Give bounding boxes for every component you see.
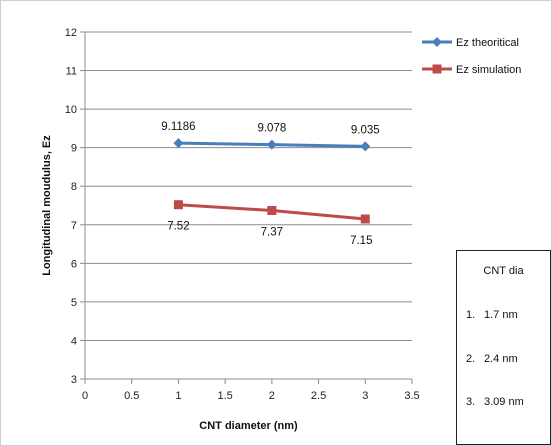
data-point-square <box>173 200 183 210</box>
y-tick-label: 9 <box>71 143 77 155</box>
legend: Ez theoritical Ez simulation <box>422 37 521 76</box>
legend-label: Ez simulation <box>456 64 521 76</box>
x-tick-label: 0 <box>82 390 88 402</box>
legend-marker-square <box>432 64 442 74</box>
note-item-text: 1.7 nm <box>484 309 518 321</box>
x-tick-label: 1 <box>175 390 181 402</box>
note-item-number: 2. <box>466 353 476 365</box>
legend-marker-diamond <box>432 37 442 47</box>
x-tick-label: 3.5 <box>404 390 419 402</box>
y-tick-label: 12 <box>65 27 77 39</box>
x-tick-label: 0.5 <box>124 390 139 402</box>
note-item-text: 3.09 nm <box>484 396 524 408</box>
data-labels: 9.1186 9.078 9.035 7.52 7.37 7.15 <box>161 121 379 247</box>
legend-label: Ez theoritical <box>456 37 519 49</box>
note-item-text: 2.4 nm <box>484 353 518 365</box>
y-axis-title: Longitudinal moudulus, Ez <box>41 135 53 276</box>
x-axis-title: CNT diameter (nm) <box>199 420 298 432</box>
data-label: 7.37 <box>261 227 283 239</box>
y-tick-label: 3 <box>71 374 77 386</box>
note-item: 1. 1.7 nm <box>466 309 518 321</box>
note-item: 3. 3.09 nm <box>466 396 524 408</box>
y-tick-label: 8 <box>71 181 77 193</box>
x-tick-labels: 0 0.5 1 1.5 2 2.5 3 3.5 <box>82 390 420 402</box>
y-tick-label: 4 <box>71 335 77 347</box>
data-point-diamond <box>360 141 371 152</box>
y-tick-label: 5 <box>71 297 77 309</box>
x-tick-label: 2 <box>269 390 275 402</box>
data-label: 7.15 <box>350 235 372 247</box>
x-tick-label: 1.5 <box>217 390 232 402</box>
y-tick-label: 11 <box>66 66 77 78</box>
note-title: CNT dia <box>483 265 524 277</box>
data-point-square <box>360 214 370 224</box>
data-label: 9.078 <box>257 123 286 135</box>
cnt-dia-note-box: CNT dia 1. 1.7 nm 2. 2.4 nm 3. 3.09 nm <box>456 250 551 445</box>
x-tick-label: 2.5 <box>311 390 326 402</box>
note-item-number: 1. <box>466 309 476 321</box>
data-label: 7.52 <box>167 221 189 233</box>
data-label: 9.1186 <box>161 121 195 133</box>
x-tick-label: 3 <box>362 390 368 402</box>
note-item: 2. 2.4 nm <box>466 353 518 365</box>
y-tick-labels: 3 4 5 6 7 8 9 10 11 12 <box>65 27 77 386</box>
data-point-diamond <box>173 138 184 149</box>
y-tick-label: 6 <box>71 258 77 270</box>
axes <box>80 31 413 384</box>
y-tick-label: 7 <box>71 220 77 232</box>
data-label: 9.035 <box>351 124 380 136</box>
y-tick-label: 10 <box>65 104 77 116</box>
data-point-square <box>267 206 277 216</box>
gridlines <box>85 31 412 341</box>
note-item-number: 3. <box>466 396 476 408</box>
series-group <box>173 138 371 224</box>
data-point-diamond <box>266 139 277 150</box>
